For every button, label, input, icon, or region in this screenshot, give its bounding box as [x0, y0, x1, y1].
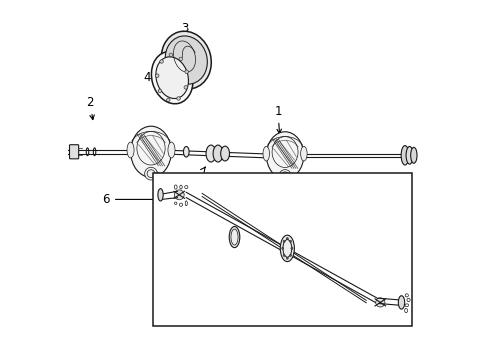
Circle shape — [290, 247, 292, 249]
Text: 6: 6 — [102, 193, 159, 206]
Text: 2: 2 — [86, 96, 94, 120]
Ellipse shape — [130, 126, 171, 177]
Circle shape — [155, 74, 159, 77]
Ellipse shape — [161, 31, 211, 89]
Circle shape — [166, 98, 170, 102]
Ellipse shape — [300, 147, 306, 161]
Ellipse shape — [167, 142, 175, 158]
Ellipse shape — [205, 145, 216, 162]
Ellipse shape — [263, 147, 269, 161]
Circle shape — [174, 190, 184, 200]
Ellipse shape — [158, 189, 163, 201]
Circle shape — [289, 254, 291, 256]
Ellipse shape — [280, 235, 294, 262]
Ellipse shape — [266, 132, 303, 179]
Circle shape — [279, 170, 290, 181]
Circle shape — [158, 89, 162, 93]
Circle shape — [285, 257, 288, 259]
Text: 4: 4 — [143, 71, 160, 84]
Bar — [152, 173, 411, 327]
Text: 3: 3 — [181, 22, 194, 42]
Circle shape — [179, 57, 182, 61]
Circle shape — [160, 60, 163, 63]
Ellipse shape — [127, 142, 134, 158]
Circle shape — [176, 97, 180, 100]
Circle shape — [283, 240, 285, 242]
Circle shape — [375, 298, 384, 307]
Circle shape — [285, 238, 288, 239]
Circle shape — [169, 53, 172, 57]
Ellipse shape — [410, 147, 416, 163]
Ellipse shape — [156, 57, 188, 99]
Ellipse shape — [220, 146, 229, 161]
Circle shape — [283, 254, 285, 256]
Ellipse shape — [398, 296, 404, 309]
Ellipse shape — [400, 145, 408, 165]
Circle shape — [144, 167, 157, 180]
Ellipse shape — [165, 36, 207, 84]
Ellipse shape — [183, 147, 189, 157]
Ellipse shape — [230, 229, 238, 245]
Circle shape — [184, 70, 188, 73]
Circle shape — [289, 240, 291, 242]
Text: 5: 5 — [193, 167, 205, 185]
Text: 1: 1 — [274, 105, 281, 134]
Circle shape — [281, 247, 283, 249]
FancyBboxPatch shape — [69, 145, 79, 159]
Ellipse shape — [405, 147, 412, 164]
Ellipse shape — [283, 239, 291, 257]
Ellipse shape — [213, 145, 223, 162]
Ellipse shape — [151, 51, 193, 104]
Ellipse shape — [229, 226, 239, 248]
Circle shape — [183, 86, 187, 89]
